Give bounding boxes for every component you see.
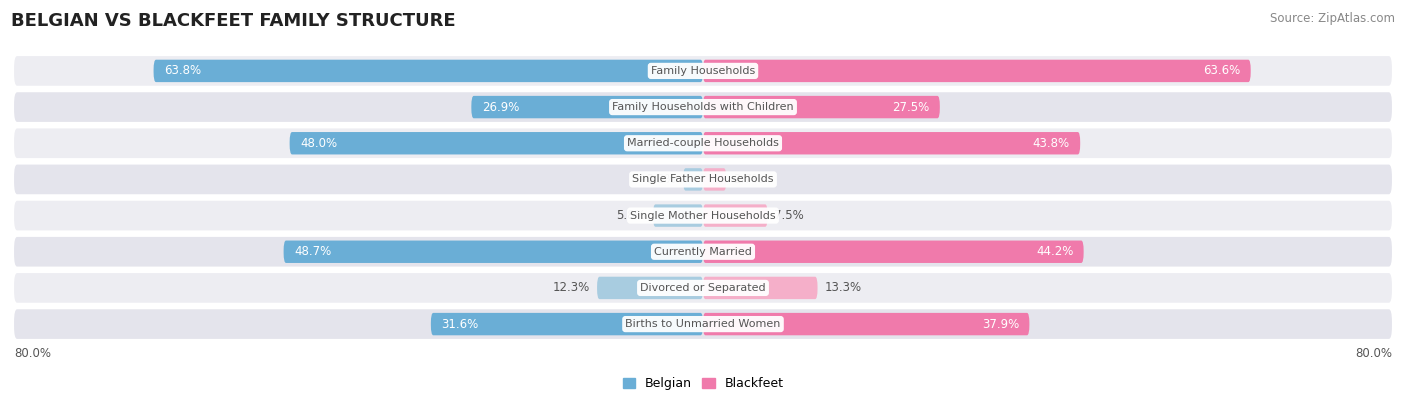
Text: 5.8%: 5.8% bbox=[617, 209, 647, 222]
FancyBboxPatch shape bbox=[703, 277, 817, 299]
FancyBboxPatch shape bbox=[284, 241, 703, 263]
FancyBboxPatch shape bbox=[703, 241, 1084, 263]
Text: 63.8%: 63.8% bbox=[165, 64, 201, 77]
Text: 2.7%: 2.7% bbox=[733, 173, 763, 186]
FancyBboxPatch shape bbox=[703, 60, 1251, 82]
FancyBboxPatch shape bbox=[14, 128, 1392, 158]
FancyBboxPatch shape bbox=[14, 273, 1392, 303]
FancyBboxPatch shape bbox=[14, 237, 1392, 267]
Text: Divorced or Separated: Divorced or Separated bbox=[640, 283, 766, 293]
Text: 27.5%: 27.5% bbox=[893, 101, 929, 114]
FancyBboxPatch shape bbox=[703, 96, 939, 118]
FancyBboxPatch shape bbox=[652, 204, 703, 227]
Text: 7.5%: 7.5% bbox=[775, 209, 804, 222]
FancyBboxPatch shape bbox=[14, 201, 1392, 230]
Text: Single Mother Households: Single Mother Households bbox=[630, 211, 776, 220]
FancyBboxPatch shape bbox=[14, 165, 1392, 194]
FancyBboxPatch shape bbox=[14, 92, 1392, 122]
Text: 12.3%: 12.3% bbox=[553, 281, 591, 294]
Text: Single Father Households: Single Father Households bbox=[633, 175, 773, 184]
Text: 43.8%: 43.8% bbox=[1033, 137, 1070, 150]
Legend: Belgian, Blackfeet: Belgian, Blackfeet bbox=[617, 372, 789, 395]
FancyBboxPatch shape bbox=[471, 96, 703, 118]
FancyBboxPatch shape bbox=[14, 309, 1392, 339]
Text: 80.0%: 80.0% bbox=[14, 346, 51, 359]
Text: 48.0%: 48.0% bbox=[299, 137, 337, 150]
Text: 44.2%: 44.2% bbox=[1036, 245, 1073, 258]
Text: Family Households: Family Households bbox=[651, 66, 755, 76]
Text: 80.0%: 80.0% bbox=[1355, 346, 1392, 359]
Text: 37.9%: 37.9% bbox=[981, 318, 1019, 331]
FancyBboxPatch shape bbox=[598, 277, 703, 299]
Text: Married-couple Households: Married-couple Households bbox=[627, 138, 779, 148]
Text: BELGIAN VS BLACKFEET FAMILY STRUCTURE: BELGIAN VS BLACKFEET FAMILY STRUCTURE bbox=[11, 12, 456, 30]
FancyBboxPatch shape bbox=[430, 313, 703, 335]
FancyBboxPatch shape bbox=[703, 168, 727, 191]
Text: 2.3%: 2.3% bbox=[647, 173, 676, 186]
FancyBboxPatch shape bbox=[703, 204, 768, 227]
FancyBboxPatch shape bbox=[683, 168, 703, 191]
Text: 48.7%: 48.7% bbox=[294, 245, 332, 258]
FancyBboxPatch shape bbox=[703, 313, 1029, 335]
Text: Currently Married: Currently Married bbox=[654, 247, 752, 257]
Text: 26.9%: 26.9% bbox=[482, 101, 519, 114]
FancyBboxPatch shape bbox=[14, 56, 1392, 86]
FancyBboxPatch shape bbox=[153, 60, 703, 82]
Text: Source: ZipAtlas.com: Source: ZipAtlas.com bbox=[1270, 12, 1395, 25]
Text: Births to Unmarried Women: Births to Unmarried Women bbox=[626, 319, 780, 329]
FancyBboxPatch shape bbox=[290, 132, 703, 154]
Text: 13.3%: 13.3% bbox=[824, 281, 862, 294]
Text: Family Households with Children: Family Households with Children bbox=[612, 102, 794, 112]
Text: 63.6%: 63.6% bbox=[1204, 64, 1240, 77]
FancyBboxPatch shape bbox=[703, 132, 1080, 154]
Text: 31.6%: 31.6% bbox=[441, 318, 478, 331]
